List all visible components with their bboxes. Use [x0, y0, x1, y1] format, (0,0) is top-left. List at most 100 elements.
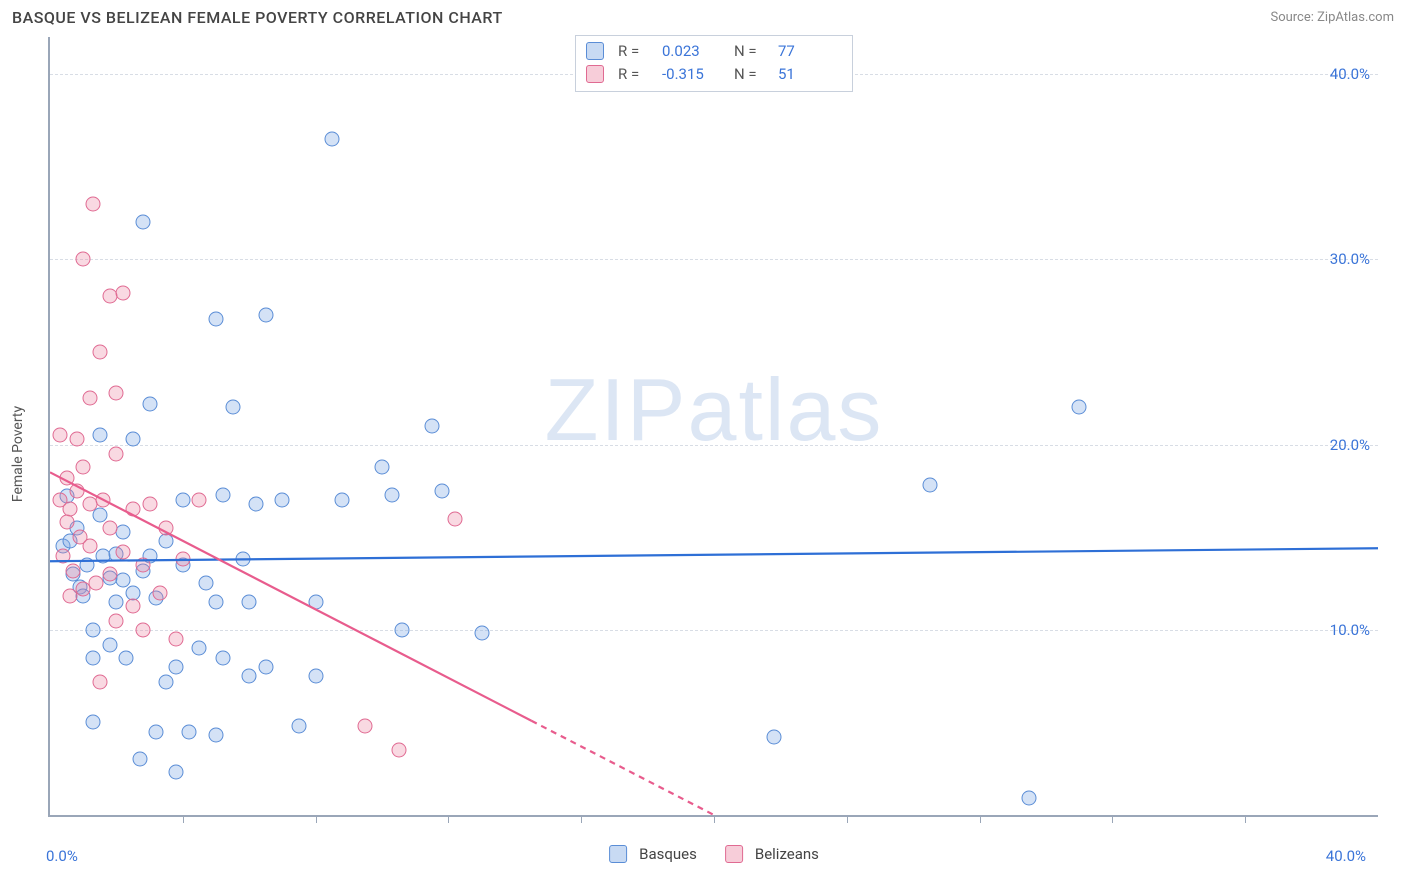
data-point: [62, 502, 77, 517]
data-point: [135, 622, 150, 637]
data-point: [109, 613, 124, 628]
data-point: [192, 493, 207, 508]
xtick: [448, 815, 449, 823]
data-point: [424, 419, 439, 434]
data-point: [132, 752, 147, 767]
data-point: [86, 196, 101, 211]
data-point: [248, 496, 263, 511]
xtick: [316, 815, 317, 823]
data-point: [86, 650, 101, 665]
data-point: [169, 632, 184, 647]
data-point: [275, 493, 290, 508]
ytick-label: 30.0%: [1330, 250, 1370, 268]
n-label: N =: [734, 63, 768, 86]
y-axis-label: Female Poverty: [10, 406, 26, 502]
data-point: [109, 594, 124, 609]
data-point: [116, 544, 131, 559]
data-point: [394, 622, 409, 637]
data-point: [922, 478, 937, 493]
data-point: [242, 594, 257, 609]
data-point: [169, 765, 184, 780]
scatter-chart: ZIPatlas R = 0.023 N = 77 R = -0.315 N =…: [48, 37, 1378, 817]
xtick: [980, 815, 981, 823]
data-point: [59, 470, 74, 485]
data-point: [56, 548, 71, 563]
data-point: [384, 487, 399, 502]
data-point: [66, 563, 81, 578]
data-point: [175, 552, 190, 567]
data-point: [258, 659, 273, 674]
xtick: [1245, 815, 1246, 823]
swatch-basques: [609, 845, 627, 863]
data-point: [102, 567, 117, 582]
data-point: [434, 483, 449, 498]
legend-row-basques: R = 0.023 N = 77: [586, 40, 840, 63]
legend-item-basques: Basques: [609, 845, 697, 863]
swatch-basques: [586, 42, 604, 60]
data-point: [116, 524, 131, 539]
data-point: [142, 496, 157, 511]
data-point: [59, 515, 74, 530]
r-label: R =: [618, 40, 652, 63]
data-point: [82, 391, 97, 406]
data-point: [1072, 400, 1087, 415]
series-legend: Basques Belizeans: [609, 845, 819, 863]
data-point: [135, 557, 150, 572]
data-point: [92, 428, 107, 443]
data-point: [89, 576, 104, 591]
data-point: [126, 502, 141, 517]
data-point: [209, 594, 224, 609]
data-point: [86, 622, 101, 637]
data-point: [391, 743, 406, 758]
data-point: [142, 396, 157, 411]
data-point: [308, 669, 323, 684]
n-value: 51: [778, 63, 840, 86]
data-point: [159, 674, 174, 689]
data-point: [135, 215, 150, 230]
xtick: [1112, 815, 1113, 823]
data-point: [308, 594, 323, 609]
xtick-min: 0.0%: [46, 847, 78, 865]
source-label: Source: ZipAtlas.com: [1270, 10, 1394, 25]
n-value: 77: [778, 40, 840, 63]
data-point: [159, 520, 174, 535]
ytick-label: 10.0%: [1330, 621, 1370, 639]
data-point: [335, 493, 350, 508]
legend-row-belizeans: R = -0.315 N = 51: [586, 63, 840, 86]
data-point: [242, 669, 257, 684]
xtick: [847, 815, 848, 823]
data-point: [209, 728, 224, 743]
data-point: [109, 385, 124, 400]
data-point: [86, 715, 101, 730]
trend-lines: [50, 37, 1378, 815]
data-point: [235, 552, 250, 567]
data-point: [126, 431, 141, 446]
data-point: [76, 459, 91, 474]
chart-title: BASQUE VS BELIZEAN FEMALE POVERTY CORREL…: [12, 8, 503, 27]
data-point: [292, 719, 307, 734]
correlation-legend: R = 0.023 N = 77 R = -0.315 N = 51: [575, 35, 853, 92]
n-label: N =: [734, 40, 768, 63]
gridline-h: [50, 630, 1378, 631]
data-point: [159, 533, 174, 548]
data-point: [92, 674, 107, 689]
legend-label: Basques: [639, 845, 697, 863]
data-point: [92, 344, 107, 359]
data-point: [182, 724, 197, 739]
data-point: [258, 307, 273, 322]
data-point: [358, 719, 373, 734]
r-value: -0.315: [662, 63, 724, 86]
data-point: [79, 557, 94, 572]
data-point: [116, 285, 131, 300]
legend-label: Belizeans: [755, 845, 819, 863]
xtick: [714, 815, 715, 823]
data-point: [215, 650, 230, 665]
data-point: [96, 493, 111, 508]
data-point: [109, 446, 124, 461]
data-point: [169, 659, 184, 674]
data-point: [52, 428, 67, 443]
gridline-h: [50, 445, 1378, 446]
data-point: [149, 724, 164, 739]
data-point: [152, 585, 167, 600]
swatch-belizeans: [586, 65, 604, 83]
